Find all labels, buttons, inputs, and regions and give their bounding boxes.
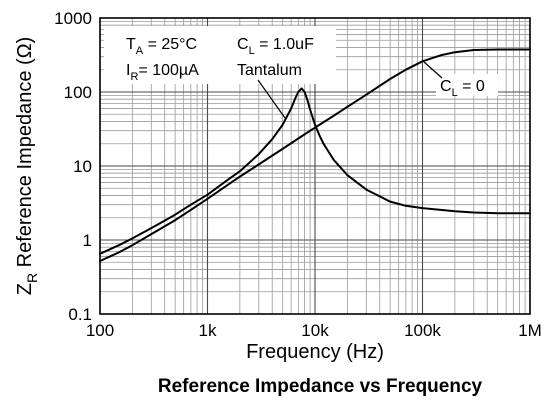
tick-labels: 100 1k 10k 100k 1M 0.1 1 10 100 1000 — [54, 9, 542, 340]
x-tick-label: 1k — [199, 321, 217, 340]
chart-title: Reference Impedance vs Frequency — [158, 376, 483, 397]
y-tick-label: 1 — [83, 231, 92, 250]
y-tick-label: 1000 — [54, 9, 92, 28]
annotation-cl1: CL = 1.0uF — [237, 36, 314, 57]
x-tick-label: 10k — [301, 321, 329, 340]
series-lines — [99, 48, 531, 262]
annotation-cl0: CL = 0 — [440, 78, 485, 99]
x-tick-label: 100k — [404, 321, 441, 340]
annotation-tantalum: Tantalum — [237, 62, 302, 79]
x-tick-label: 1M — [518, 321, 542, 340]
y-tick-label: 10 — [73, 157, 92, 176]
y-axis-title-group: ZR Reference Impedance (Ω) — [14, 37, 40, 296]
leader-line-cl1 — [257, 79, 286, 119]
leader-line-cl0 — [423, 61, 443, 79]
annotation-ir: IR= 100µA — [126, 62, 199, 83]
plot-frame — [99, 17, 531, 315]
y-axis-title: ZR Reference Impedance (Ω) — [14, 37, 40, 296]
annotation-ta: TA = 25°C — [126, 36, 197, 57]
x-tick-label: 100 — [86, 321, 114, 340]
annotation-background — [104, 26, 336, 84]
annotation-cl0-background — [436, 74, 498, 96]
y-tick-label: 100 — [64, 83, 92, 102]
x-axis-title: Frequency (Hz) — [246, 341, 384, 363]
y-tick-label: 0.1 — [68, 305, 92, 324]
series-line-cl1 — [99, 87, 531, 255]
series-line-cl0 — [99, 48, 531, 262]
